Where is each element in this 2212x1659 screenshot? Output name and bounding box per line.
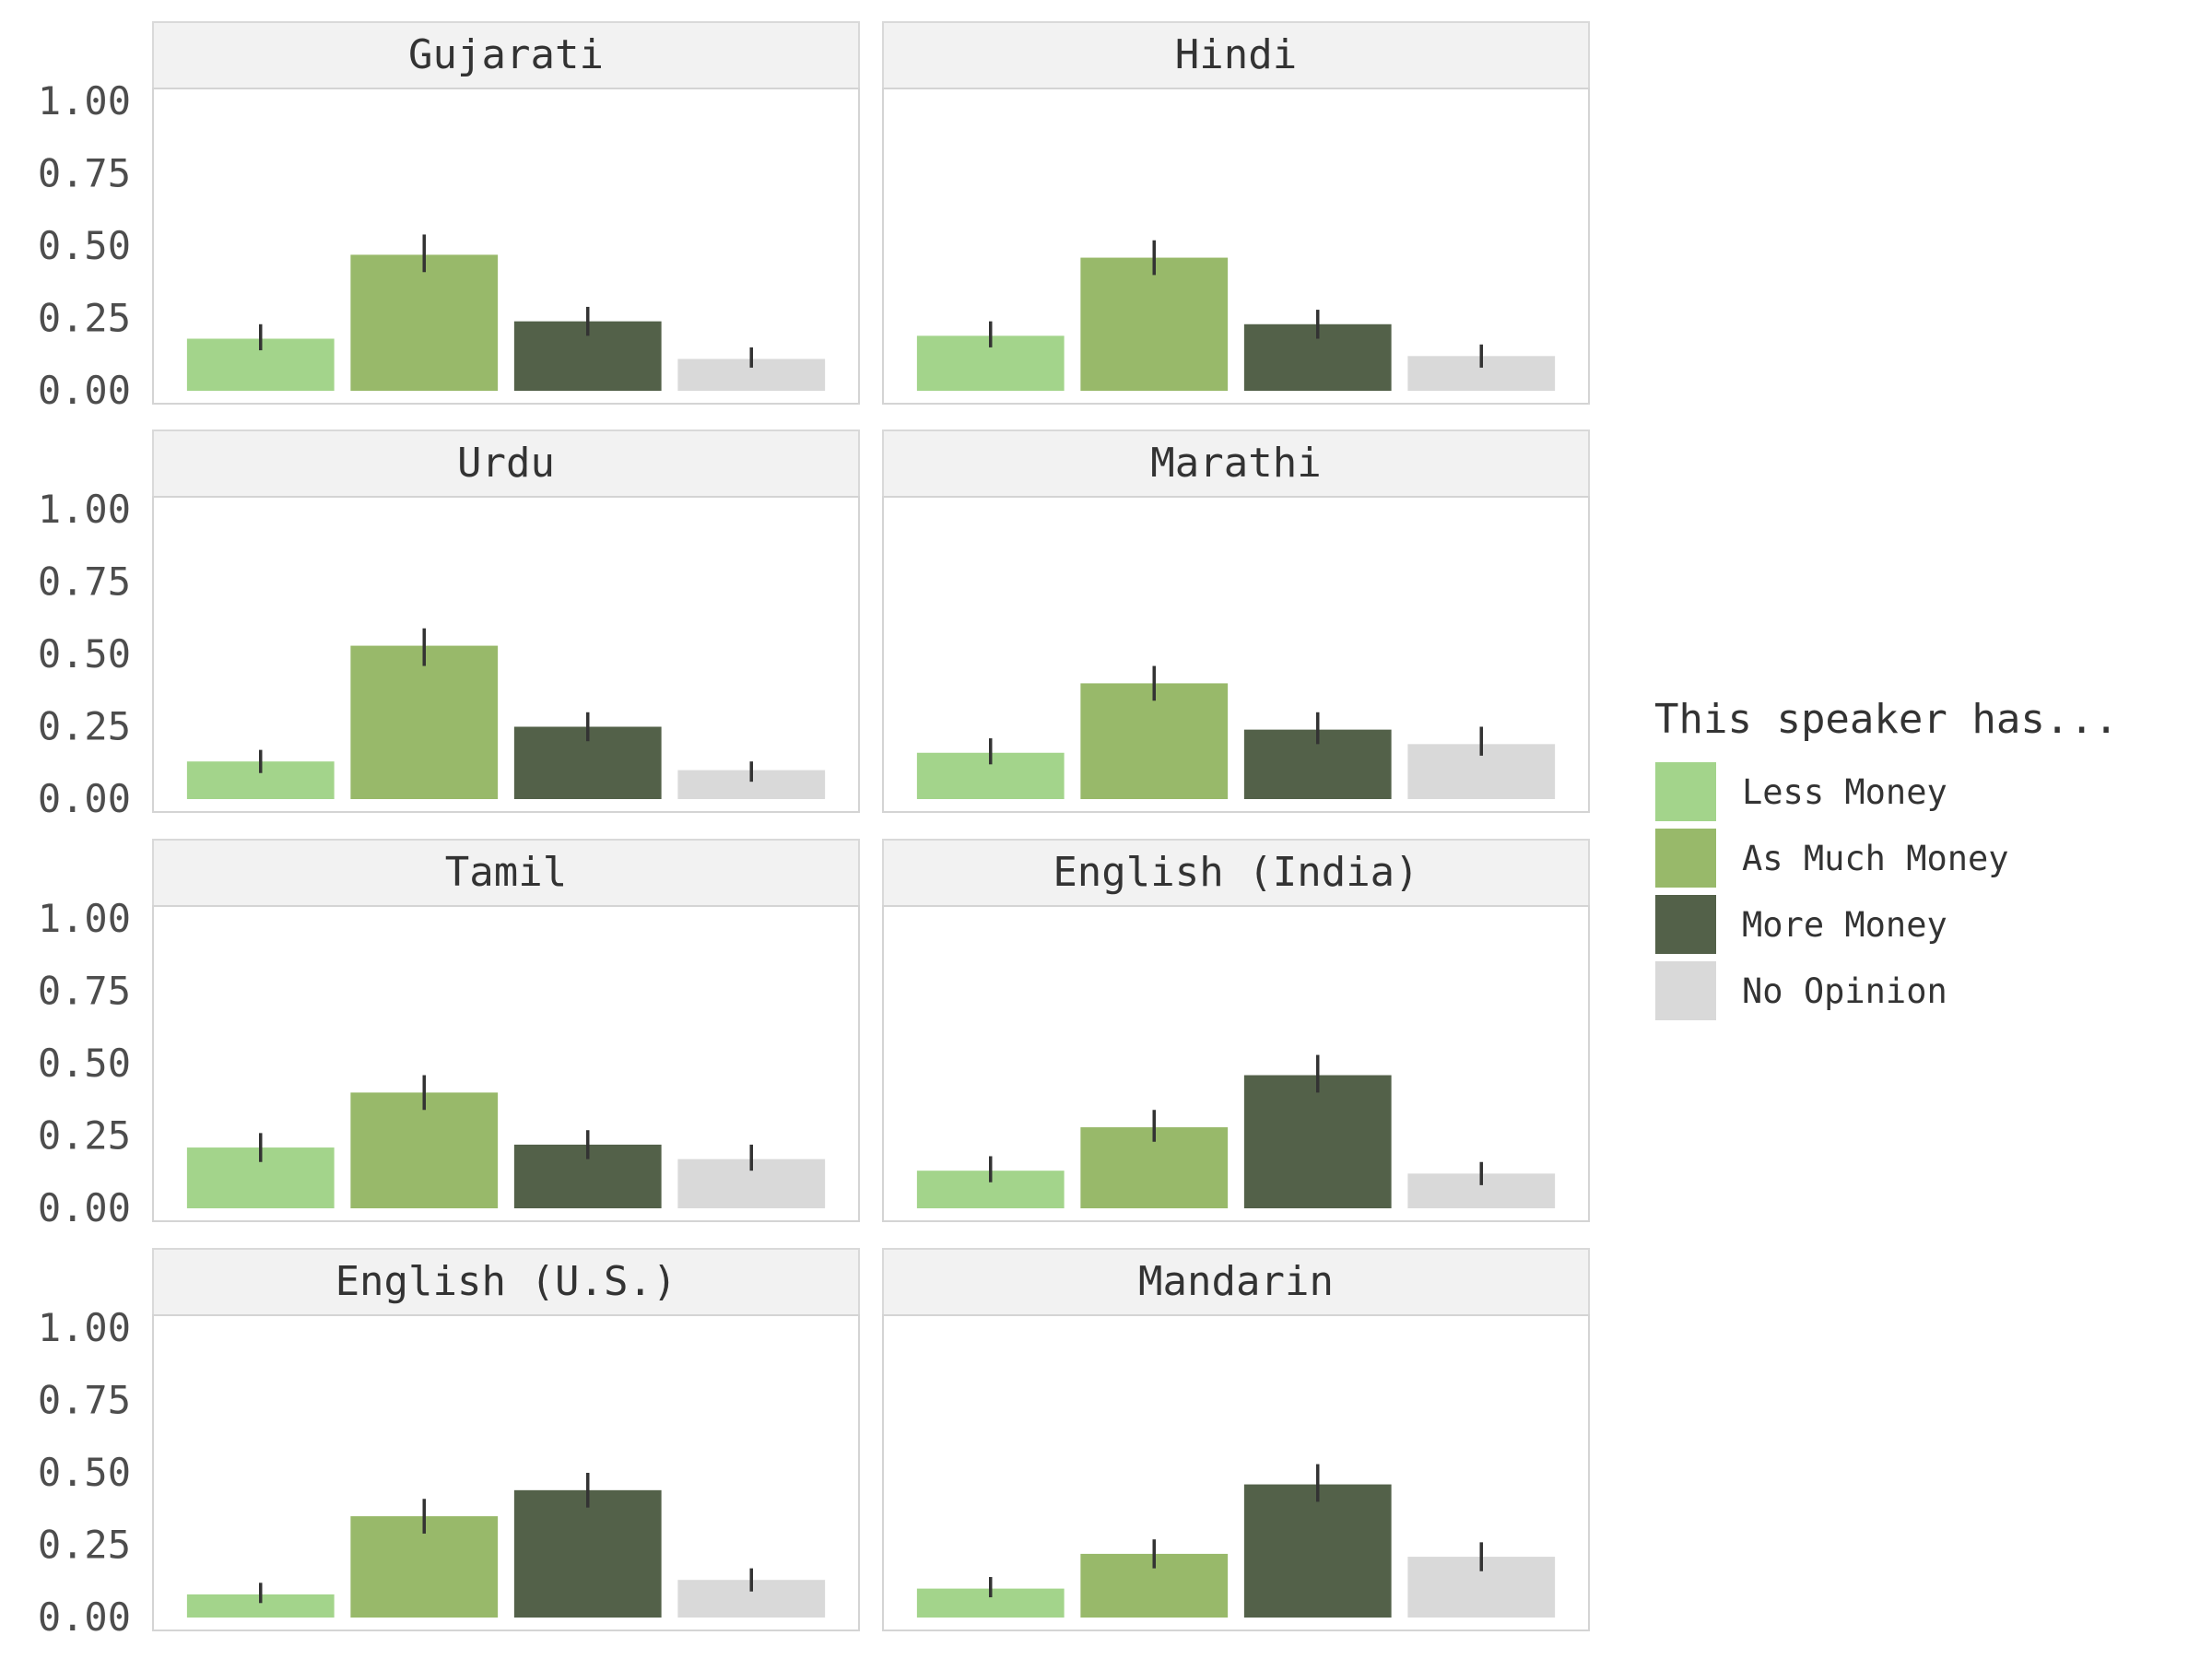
panel-gujarati: Gujarati 0.00 0.25 0.50 0.75 1.00 <box>38 21 860 413</box>
y-tick-label: 0.50 <box>38 1041 131 1086</box>
y-tick-label: 0.25 <box>38 1523 131 1568</box>
legend-swatch <box>1653 893 1718 956</box>
legend-label: More Money <box>1742 905 1947 945</box>
facet-strip <box>882 429 1590 498</box>
panel-english-india: English (India) <box>882 839 1590 1222</box>
y-tick-label: 0.25 <box>38 296 131 341</box>
facet-strip <box>882 839 1590 907</box>
y-tick-label: 0.75 <box>38 559 131 605</box>
y-tick-label: 0.00 <box>38 1594 131 1640</box>
facet-strip <box>882 1248 1590 1316</box>
plot-area <box>152 496 860 813</box>
legend: This speaker has... Less Money As Much Mo… <box>1653 696 2118 1022</box>
panel-english-u-s: English (U.S.) 0.00 0.25 0.50 0.75 1.00 <box>38 1248 860 1640</box>
y-tick-label: 0.25 <box>38 704 131 749</box>
legend-label: No Opinion <box>1742 971 1947 1011</box>
facet-label: Mandarin <box>1138 1258 1334 1305</box>
y-tick-label: 0.50 <box>38 631 131 677</box>
bar-as-much-money <box>350 645 499 799</box>
facet-label: Marathi <box>1150 440 1321 487</box>
facet-label: Gujarati <box>408 31 604 78</box>
y-tick-label: 1.00 <box>38 1305 131 1350</box>
legend-title: This speaker has... <box>1654 696 2118 743</box>
y-tick-label: 0.00 <box>38 776 131 821</box>
y-tick-label: 0.75 <box>38 969 131 1014</box>
legend-swatch <box>1653 959 1718 1022</box>
facet-strip <box>152 1248 860 1316</box>
panel-marathi: Marathi <box>882 429 1590 813</box>
legend-item-as-much-money: As Much Money <box>1653 827 2009 889</box>
facet-strip <box>152 429 860 498</box>
facet-label: Urdu <box>457 440 555 487</box>
facet-strip <box>152 839 860 907</box>
y-tick-label: 0.75 <box>38 1378 131 1423</box>
legend-item-less-money: Less Money <box>1653 760 1947 823</box>
facet-strip <box>882 21 1590 89</box>
y-tick-label: 0.25 <box>38 1113 131 1159</box>
bar-more-money <box>513 1489 662 1618</box>
y-tick-label: 0.00 <box>38 1185 131 1230</box>
legend-label: Less Money <box>1742 772 1947 812</box>
y-tick-label: 0.75 <box>38 151 131 196</box>
bar-as-much-money <box>1080 683 1229 799</box>
y-tick-label: 1.00 <box>38 487 131 532</box>
bar-as-much-money <box>1080 257 1229 391</box>
panel-mandarin: Mandarin <box>882 1248 1590 1631</box>
facet-label: English (U.S.) <box>335 1258 677 1305</box>
legend-swatch <box>1653 760 1718 823</box>
facet-label: Hindi <box>1175 31 1297 78</box>
legend-swatch <box>1653 827 1718 889</box>
bar-as-much-money <box>350 254 499 391</box>
legend-label: As Much Money <box>1742 839 2009 878</box>
y-tick-label: 0.50 <box>38 223 131 268</box>
legend-item-more-money: More Money <box>1653 893 1947 956</box>
y-tick-label: 1.00 <box>38 896 131 941</box>
facet-label: Tamil <box>445 849 567 896</box>
y-tick-label: 0.50 <box>38 1450 131 1495</box>
panel-tamil: Tamil 0.00 0.25 0.50 0.75 1.00 <box>38 839 860 1230</box>
plot-area <box>152 1314 860 1631</box>
bar-more-money <box>1243 1075 1392 1208</box>
y-tick-label: 1.00 <box>38 78 131 124</box>
legend-item-no-opinion: No Opinion <box>1653 959 1947 1022</box>
legend-items: Less Money As Much Money More Money No Opin… <box>1653 760 2009 1022</box>
bar-more-money <box>1243 1484 1392 1618</box>
facet-label: English (India) <box>1053 849 1418 896</box>
panel-hindi: Hindi <box>882 21 1590 405</box>
facet-strip <box>152 21 860 89</box>
bar-as-much-money <box>350 1092 499 1208</box>
plot-area <box>882 905 1590 1222</box>
facet-panels: Gujarati 0.00 0.25 0.50 0.75 1.00 Hindi Urdu 0.0… <box>38 21 1590 1640</box>
panel-urdu: Urdu 0.00 0.25 0.50 0.75 1.00 <box>38 429 860 821</box>
y-tick-label: 0.00 <box>38 368 131 413</box>
